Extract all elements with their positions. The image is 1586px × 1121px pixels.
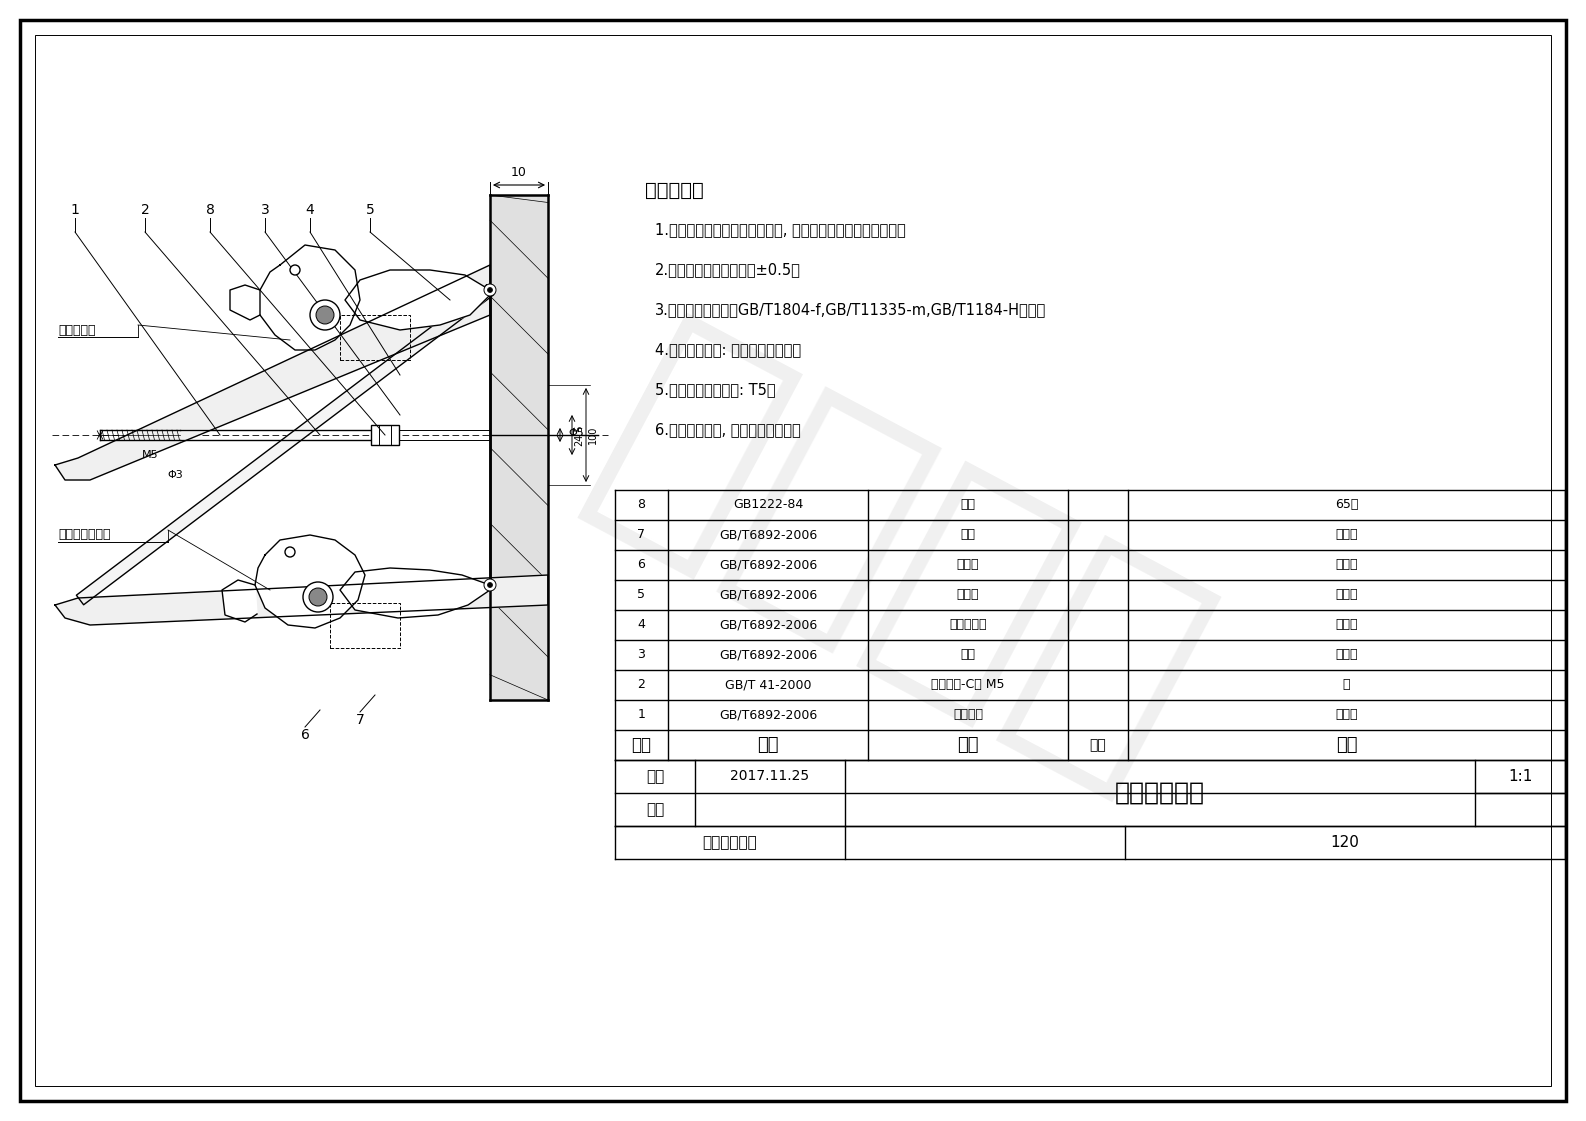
Text: Φ5: Φ5 xyxy=(568,428,584,438)
Text: 1: 1 xyxy=(638,708,646,722)
Text: 伸缩杆: 伸缩杆 xyxy=(956,589,979,602)
Text: 连接板: 连接板 xyxy=(956,558,979,572)
Polygon shape xyxy=(56,575,549,626)
Text: 6: 6 xyxy=(301,728,309,742)
Text: 4.零件锐角倒钝: 去除毛刺、飞边。: 4.零件锐角倒钝: 去除毛刺、飞边。 xyxy=(655,343,801,358)
Bar xyxy=(339,315,411,360)
Text: 2: 2 xyxy=(638,678,646,692)
Text: 校核: 校核 xyxy=(646,802,665,817)
Text: 数量: 数量 xyxy=(1090,738,1107,752)
Text: 铝合金: 铝合金 xyxy=(1335,649,1358,661)
Circle shape xyxy=(303,582,333,612)
Text: 100: 100 xyxy=(588,426,598,444)
Text: 2.零件未注尺寸允许偏差±0.5。: 2.零件未注尺寸允许偏差±0.5。 xyxy=(655,262,801,278)
Circle shape xyxy=(290,265,300,275)
Text: 3: 3 xyxy=(638,649,646,661)
Text: 4: 4 xyxy=(638,619,646,631)
Text: 重庆夹研科技: 重庆夹研科技 xyxy=(703,835,758,850)
Text: 自动夹紧装置: 自动夹紧装置 xyxy=(1115,781,1205,805)
Text: 1: 1 xyxy=(70,203,79,217)
Text: 3: 3 xyxy=(260,203,270,217)
Text: 弹簧: 弹簧 xyxy=(961,499,975,511)
Circle shape xyxy=(484,284,496,296)
Text: 7: 7 xyxy=(355,713,365,728)
Text: 10: 10 xyxy=(511,167,527,179)
Polygon shape xyxy=(222,580,257,622)
Text: 夹研科技: 夹研科技 xyxy=(560,298,1240,822)
Text: 铝合金: 铝合金 xyxy=(1335,589,1358,602)
Circle shape xyxy=(285,547,295,557)
Text: 5: 5 xyxy=(366,203,374,217)
Text: 2017.11.25: 2017.11.25 xyxy=(731,769,809,784)
Text: 技术要求：: 技术要求： xyxy=(646,180,704,200)
Circle shape xyxy=(316,306,335,324)
Text: 120: 120 xyxy=(1331,835,1359,850)
Text: 1.零件不能有变形、裂纹等缺陷, 零件表面不能有划痕、擦伤。: 1.零件不能有变形、裂纹等缺陷, 零件表面不能有划痕、擦伤。 xyxy=(655,222,906,238)
Polygon shape xyxy=(255,535,365,628)
Text: 24.5: 24.5 xyxy=(574,424,584,446)
Text: 6.装配松紧适度, 不能有卡死现象。: 6.装配松紧适度, 不能有卡死现象。 xyxy=(655,423,801,437)
Text: 序号: 序号 xyxy=(631,736,652,754)
Bar xyxy=(371,425,400,445)
Circle shape xyxy=(487,287,493,293)
Polygon shape xyxy=(346,270,490,330)
Text: 活动连接块: 活动连接块 xyxy=(950,619,986,631)
Text: 8: 8 xyxy=(206,203,214,217)
Polygon shape xyxy=(230,285,260,319)
Text: GB/T 41-2000: GB/T 41-2000 xyxy=(725,678,812,692)
Bar xyxy=(330,603,400,648)
Text: 7: 7 xyxy=(638,528,646,541)
Text: 65钢: 65钢 xyxy=(1335,499,1358,511)
Text: 铝合金: 铝合金 xyxy=(1335,708,1358,722)
Text: 六角螺母-C级 M5: 六角螺母-C级 M5 xyxy=(931,678,1006,692)
Text: 4: 4 xyxy=(306,203,314,217)
Text: 卡钩: 卡钩 xyxy=(961,649,975,661)
Text: 5: 5 xyxy=(638,589,646,602)
Text: GB/T6892-2006: GB/T6892-2006 xyxy=(718,708,817,722)
Text: 1:1: 1:1 xyxy=(1508,769,1532,784)
Circle shape xyxy=(309,300,339,330)
Text: GB1222-84: GB1222-84 xyxy=(733,499,803,511)
Text: 钢: 钢 xyxy=(1343,678,1350,692)
Text: 名称: 名称 xyxy=(958,736,979,754)
Text: Φ3: Φ3 xyxy=(167,470,182,480)
Text: GB/T6892-2006: GB/T6892-2006 xyxy=(718,589,817,602)
Text: 用凸轮松开: 用凸轮松开 xyxy=(59,324,95,336)
Text: GB/T6892-2006: GB/T6892-2006 xyxy=(718,649,817,661)
Polygon shape xyxy=(339,568,490,618)
Text: 制图: 制图 xyxy=(646,769,665,784)
Text: 8: 8 xyxy=(638,499,646,511)
Polygon shape xyxy=(260,245,360,350)
Text: 用强力弹簧夹紧: 用强力弹簧夹紧 xyxy=(59,528,111,541)
Text: 6: 6 xyxy=(638,558,646,572)
Circle shape xyxy=(309,589,327,606)
Text: 材料: 材料 xyxy=(1335,736,1358,754)
Text: 驱动螺杆: 驱动螺杆 xyxy=(953,708,983,722)
Polygon shape xyxy=(76,285,493,605)
Circle shape xyxy=(484,580,496,591)
Text: 铝合金: 铝合金 xyxy=(1335,619,1358,631)
Text: 铝合金: 铝合金 xyxy=(1335,528,1358,541)
Text: 基板: 基板 xyxy=(961,528,975,541)
Circle shape xyxy=(487,583,493,587)
Text: 标准: 标准 xyxy=(757,736,779,754)
Bar xyxy=(490,195,549,700)
Text: GB/T6892-2006: GB/T6892-2006 xyxy=(718,528,817,541)
Polygon shape xyxy=(56,265,490,480)
Text: M5: M5 xyxy=(141,450,159,460)
Text: 3.零件未注公差按照GB/T1804-f,GB/T11335-m,GB/T1184-H执行。: 3.零件未注公差按照GB/T1804-f,GB/T11335-m,GB/T118… xyxy=(655,303,1047,317)
Text: GB/T6892-2006: GB/T6892-2006 xyxy=(718,619,817,631)
Text: 5.铝合金零件热处理: T5。: 5.铝合金零件热处理: T5。 xyxy=(655,382,776,398)
Text: 铝合金: 铝合金 xyxy=(1335,558,1358,572)
Text: 2: 2 xyxy=(141,203,149,217)
Text: GB/T6892-2006: GB/T6892-2006 xyxy=(718,558,817,572)
